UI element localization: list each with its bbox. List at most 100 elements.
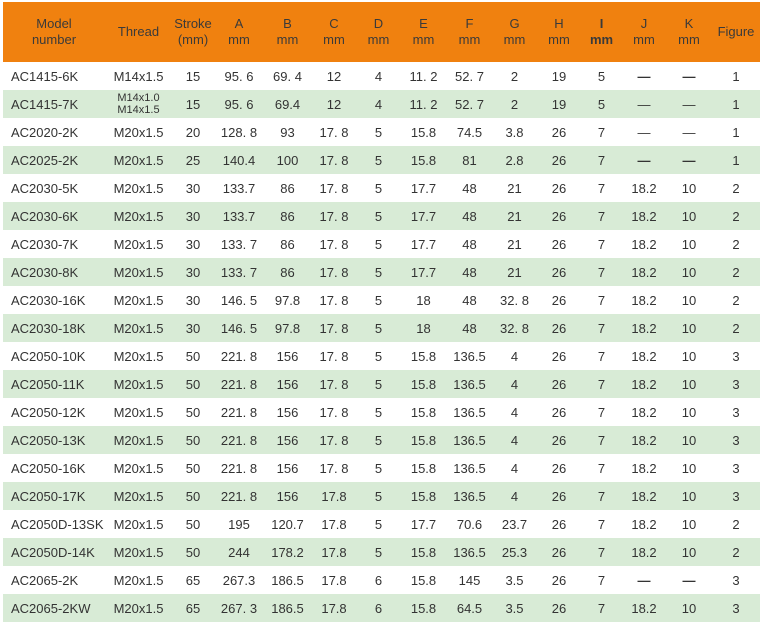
cell-thread: M14x1.5 <box>105 62 172 90</box>
cell-F: 136.5 <box>447 342 492 370</box>
cell-G: 32. 8 <box>492 314 537 342</box>
cell-I: 7 <box>581 370 622 398</box>
cell-model: AC2030-16K <box>3 286 105 314</box>
cell-F: 64.5 <box>447 594 492 622</box>
cell-line: M14x1.0 <box>117 91 160 104</box>
cell-H: 26 <box>537 566 581 594</box>
cell-H: 19 <box>537 90 581 118</box>
cell-figure: 1 <box>712 90 760 118</box>
table-row: AC1415-7K M14x1.0 M14x1.5 15 95. 6 69.4 12 4 11.… <box>3 90 760 118</box>
cell-figure: 1 <box>712 62 760 90</box>
table-row: AC2030-5K M20x1.5 30 133.7 86 17. 8 5 17.7 48 21 2… <box>3 174 760 202</box>
cell-K: — <box>666 62 712 90</box>
cell-I: 7 <box>581 426 622 454</box>
cell-G: 2.8 <box>492 146 537 174</box>
cell-figure: 3 <box>712 398 760 426</box>
cell-J: — <box>622 62 666 90</box>
cell-A: 195 <box>214 510 264 538</box>
cell-B: 97.8 <box>264 314 311 342</box>
cell-E: 15.8 <box>400 482 447 510</box>
table-row: AC1415-6K M14x1.5 15 95. 6 69. 4 12 4 11. 2 52. … <box>3 62 760 90</box>
column-header-unit: mm <box>412 32 435 47</box>
cell-B: 186.5 <box>264 566 311 594</box>
cell-A: 221. 8 <box>214 426 264 454</box>
cell-J: 18.2 <box>622 202 666 230</box>
cell-F: 81 <box>447 146 492 174</box>
cell-B: 178.2 <box>264 538 311 566</box>
cell-J: 18.2 <box>622 230 666 258</box>
cell-D: 5 <box>357 426 400 454</box>
cell-thread: M20x1.5 <box>105 286 172 314</box>
cell-model: AC2030-7K <box>3 230 105 258</box>
cell-C: 17. 8 <box>311 258 357 286</box>
cell-C: 17. 8 <box>311 146 357 174</box>
cell-figure: 3 <box>712 370 760 398</box>
cell-D: 5 <box>357 482 400 510</box>
cell-model: AC2050-13K <box>3 426 105 454</box>
column-header-unit: mm <box>548 32 570 47</box>
cell-thread: M20x1.5 <box>105 426 172 454</box>
cell-B: 69. 4 <box>264 62 311 90</box>
table-row: AC2020-2K M20x1.5 20 128. 8 93 17. 8 5 15.8 74.5… <box>3 118 760 146</box>
cell-H: 26 <box>537 202 581 230</box>
cell-K: 10 <box>666 314 712 342</box>
cell-model: AC2025-2K <box>3 146 105 174</box>
cell-B: 86 <box>264 174 311 202</box>
cell-K: 10 <box>666 286 712 314</box>
cell-F: 136.5 <box>447 538 492 566</box>
cell-figure: 3 <box>712 566 760 594</box>
cell-J: 18.2 <box>622 538 666 566</box>
cell-model: AC2050-10K <box>3 342 105 370</box>
cell-H: 26 <box>537 510 581 538</box>
cell-stroke: 50 <box>172 398 214 426</box>
cell-E: 15.8 <box>400 342 447 370</box>
cell-B: 156 <box>264 342 311 370</box>
cell-C: 17.8 <box>311 566 357 594</box>
cell-A: 133. 7 <box>214 258 264 286</box>
cell-K: 10 <box>666 454 712 482</box>
column-header-unit: mm <box>633 32 655 47</box>
cell-E: 17.7 <box>400 510 447 538</box>
cell-thread: M20x1.5 <box>105 510 172 538</box>
cell-A: 95. 6 <box>214 62 264 90</box>
cell-D: 6 <box>357 566 400 594</box>
cell-thread: M20x1.5 <box>105 370 172 398</box>
cell-stroke: 65 <box>172 594 214 622</box>
cell-K: — <box>666 146 712 174</box>
cell-stroke: 30 <box>172 230 214 258</box>
cell-G: 21 <box>492 202 537 230</box>
spec-table-body: AC1415-6K M14x1.5 15 95. 6 69. 4 12 4 11. 2 52. … <box>3 62 760 622</box>
cell-I: 7 <box>581 510 622 538</box>
table-row: AC2030-6K M20x1.5 30 133.7 86 17. 8 5 17.7 48 21 2… <box>3 202 760 230</box>
cell-figure: 1 <box>712 146 760 174</box>
cell-model: AC2030-18K <box>3 314 105 342</box>
cell-thread: M20x1.5 <box>105 230 172 258</box>
cell-thread: M20x1.5 <box>105 398 172 426</box>
column-header-unit: mm <box>367 32 390 47</box>
table-row: AC2025-2K M20x1.5 25 140.4 100 17. 8 5 15.8 81 2.… <box>3 146 760 174</box>
cell-F: 48 <box>447 202 492 230</box>
cell-model: AC2050-12K <box>3 398 105 426</box>
column-header-label: Figure <box>717 24 755 39</box>
cell-D: 5 <box>357 230 400 258</box>
cell-J: 18.2 <box>622 342 666 370</box>
cell-E: 11. 2 <box>400 62 447 90</box>
cell-C: 12 <box>311 62 357 90</box>
cell-J: 18.2 <box>622 510 666 538</box>
cell-J: — <box>622 118 666 146</box>
cell-A: 267.3 <box>214 566 264 594</box>
cell-G: 2 <box>492 90 537 118</box>
cell-stroke: 50 <box>172 426 214 454</box>
cell-B: 69.4 <box>264 90 311 118</box>
column-header-label: A <box>234 16 244 31</box>
cell-figure: 2 <box>712 202 760 230</box>
cell-I: 7 <box>581 342 622 370</box>
cell-J: — <box>622 146 666 174</box>
cell-thread: M20x1.5 <box>105 594 172 622</box>
cell-B: 100 <box>264 146 311 174</box>
